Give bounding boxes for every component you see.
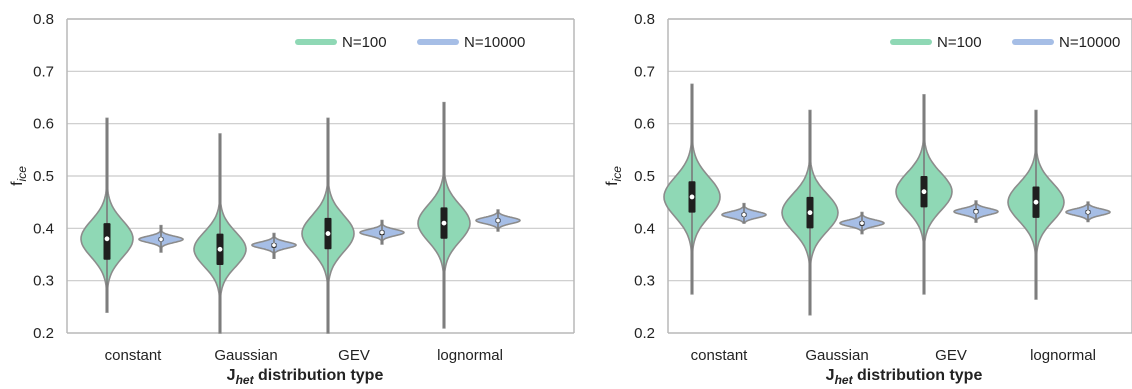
violin-n10000-constant (721, 202, 767, 224)
violin-median (742, 212, 746, 217)
violin-n10000-gaussian (839, 211, 885, 235)
violin-median (159, 237, 163, 242)
violin-box (103, 223, 111, 260)
violin-n100-gaussian (193, 133, 247, 334)
x-axis-label: Jhet distribution type (227, 367, 384, 384)
y-axis-label-sub: ice (15, 166, 29, 182)
y-tick-label: 0.3 (33, 273, 54, 290)
violin-n10000-lognormal (475, 209, 521, 232)
x-tick-label: constant (105, 347, 163, 364)
violin-median (104, 236, 110, 242)
x-tick-label: constant (691, 347, 749, 364)
y-axis-label-sub: ice (610, 166, 624, 182)
y-tick-label: 0.2 (634, 325, 655, 342)
violin-n10000-gev (359, 219, 405, 245)
y-tick-label: 0.4 (33, 220, 54, 237)
y-tick-label: 0.6 (33, 116, 54, 133)
y-tick-label: 0.4 (634, 220, 655, 237)
y-axis-label-main: f (604, 181, 621, 186)
legend-label-n10000: N=10000 (464, 34, 525, 51)
y-tick-label: 0.6 (634, 116, 655, 133)
violin-median (807, 210, 813, 216)
y-tick-label: 0.7 (634, 63, 655, 80)
chart-panel-1: 0.2 0.3 0.4 0.5 0.6 0.7 0.8 constant Gaussian GEV… (9, 11, 575, 387)
violin-median (1033, 199, 1039, 205)
violin-median (441, 220, 447, 226)
x-tick-label: Gaussian (805, 347, 868, 364)
y-tick-label: 0.3 (634, 273, 655, 290)
legend-label-n100: N=100 (937, 34, 982, 51)
violin-median (860, 221, 864, 226)
y-tick-label: 0.5 (33, 168, 54, 185)
violin-median (496, 218, 500, 223)
x-axis-label-sub: het (236, 373, 255, 384)
x-tick-label: lognormal (1030, 347, 1096, 364)
legend: N=100 N=10000 (295, 34, 525, 51)
x-tick-label: GEV (935, 347, 967, 364)
y-tick-label: 0.8 (33, 11, 54, 28)
x-axis-label: Jhet distribution type (826, 367, 983, 384)
x-tick-label: GEV (338, 347, 370, 364)
violin-n10000-constant (138, 224, 184, 253)
y-tick-label: 0.8 (634, 11, 655, 28)
y-tick-label: 0.5 (634, 168, 655, 185)
x-axis-label-main: J (826, 367, 835, 384)
violin-n10000-lognormal (1065, 201, 1111, 223)
x-tick-label: lognormal (437, 347, 503, 364)
violin-median (689, 194, 695, 200)
violin-n10000-gaussian (251, 232, 297, 259)
violin-median (272, 243, 276, 247)
violin-median (921, 189, 927, 195)
legend-label-n10000: N=10000 (1059, 34, 1120, 51)
y-axis-label: fice (9, 166, 29, 186)
x-axis-label-main: J (227, 367, 236, 384)
x-axis-label-suffix: distribution type (853, 367, 983, 384)
legend-label-n100: N=100 (342, 34, 387, 51)
violin-n100-lognormal (1007, 109, 1065, 300)
y-tick-label: 0.7 (33, 63, 54, 80)
y-axis-label-main: f (9, 181, 26, 186)
violin-n100-gev (895, 94, 953, 295)
violin-median (325, 231, 331, 236)
legend: N=100 N=10000 (890, 34, 1120, 51)
violin-median (1086, 210, 1090, 215)
violin-n100-constant (663, 83, 721, 295)
y-axis-label: fice (604, 166, 624, 186)
violin-n100-gaussian (781, 109, 839, 316)
violin-n100-constant (80, 117, 134, 313)
violin-median (380, 230, 384, 235)
x-axis-label-sub: het (835, 373, 854, 384)
chart-panel-2: 0.2 0.3 0.4 0.5 0.6 0.7 0.8 constant Gaussian GEV… (604, 11, 1132, 387)
x-axis-label-suffix: distribution type (254, 367, 384, 384)
violin-median (974, 209, 978, 214)
violin-n100-gev (301, 117, 355, 334)
violin-n10000-gev (953, 200, 999, 223)
y-tick-label: 0.2 (33, 325, 54, 342)
violin-n100-lognormal (417, 101, 471, 329)
x-tick-label: Gaussian (214, 347, 277, 364)
violin-median (217, 246, 223, 252)
